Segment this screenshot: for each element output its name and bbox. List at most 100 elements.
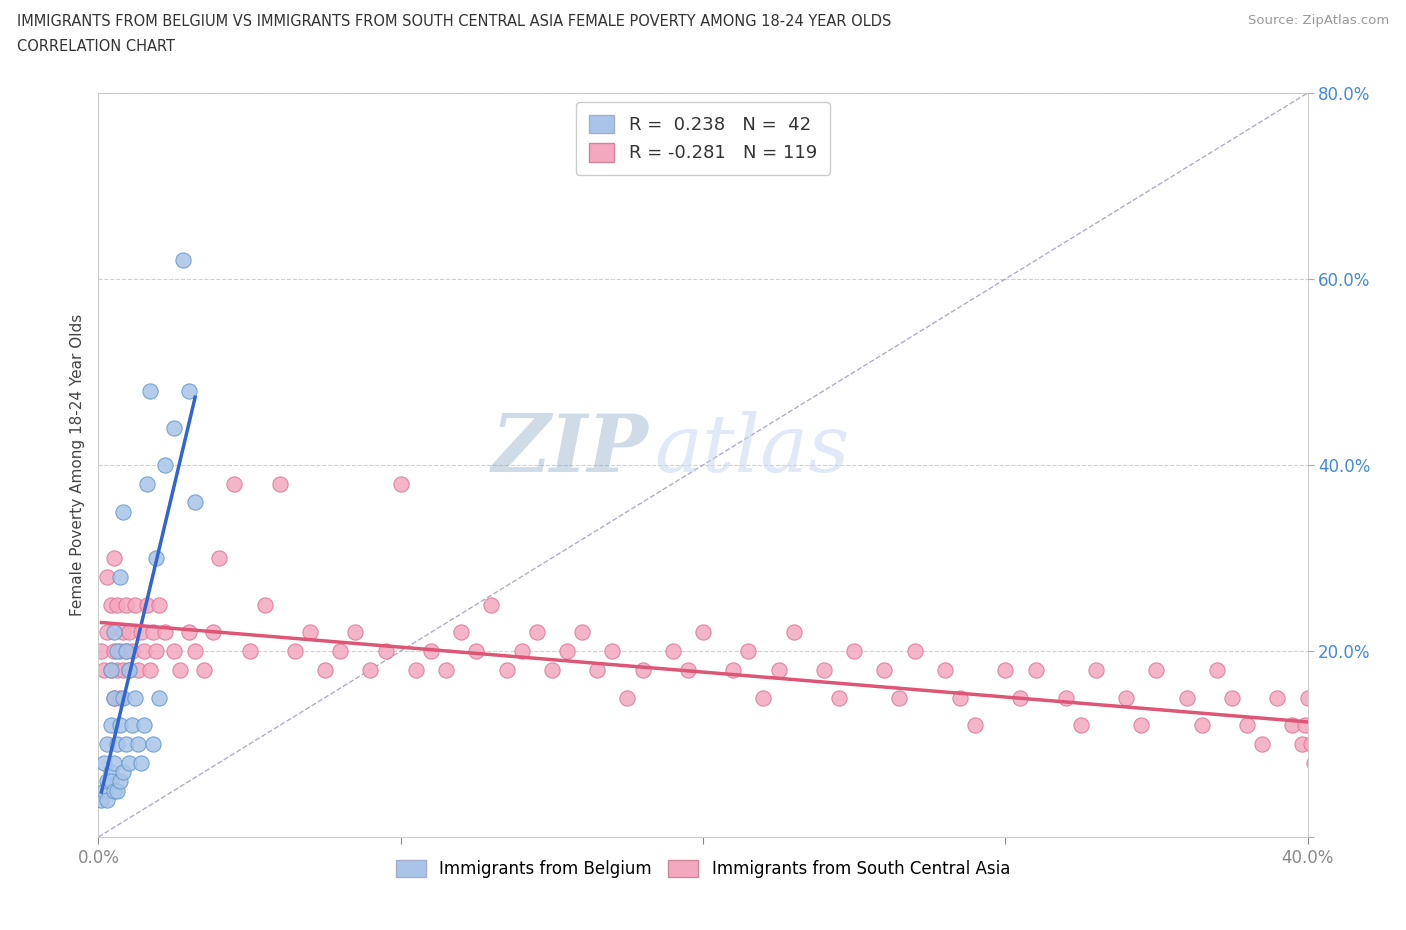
- Point: [105, 737, 128, 751]
- Point: [1341, 690, 1364, 705]
- Point: [389, 476, 412, 491]
- Point: [105, 644, 128, 658]
- Point: [1323, 783, 1346, 798]
- Text: ZIP: ZIP: [492, 411, 648, 489]
- Point: [114, 597, 136, 612]
- Point: [1327, 718, 1350, 733]
- Point: [889, 690, 911, 705]
- Point: [1220, 690, 1243, 705]
- Point: [1294, 718, 1316, 733]
- Point: [96, 737, 118, 751]
- Point: [111, 690, 134, 705]
- Point: [124, 597, 146, 612]
- Point: [904, 644, 927, 658]
- Point: [100, 774, 122, 789]
- Point: [145, 551, 167, 565]
- Point: [510, 644, 533, 658]
- Point: [93, 755, 115, 770]
- Point: [1312, 755, 1334, 770]
- Point: [723, 662, 745, 677]
- Point: [1024, 662, 1046, 677]
- Point: [124, 690, 146, 705]
- Point: [813, 662, 835, 677]
- Point: [111, 504, 134, 519]
- Point: [405, 662, 427, 677]
- Point: [153, 625, 176, 640]
- Y-axis label: Female Poverty Among 18-24 Year Olds: Female Poverty Among 18-24 Year Olds: [70, 314, 86, 617]
- Point: [105, 662, 128, 677]
- Point: [873, 662, 896, 677]
- Point: [1191, 718, 1213, 733]
- Point: [103, 690, 125, 705]
- Point: [96, 792, 118, 807]
- Point: [96, 569, 118, 584]
- Point: [1251, 737, 1274, 751]
- Point: [118, 755, 141, 770]
- Point: [344, 625, 367, 640]
- Point: [239, 644, 262, 658]
- Point: [526, 625, 548, 640]
- Point: [169, 662, 191, 677]
- Point: [111, 625, 134, 640]
- Point: [163, 644, 186, 658]
- Point: [540, 662, 562, 677]
- Point: [129, 625, 152, 640]
- Point: [103, 551, 125, 565]
- Point: [434, 662, 457, 677]
- Point: [90, 644, 112, 658]
- Point: [555, 644, 578, 658]
- Point: [1320, 755, 1343, 770]
- Point: [100, 662, 122, 677]
- Point: [108, 569, 131, 584]
- Point: [114, 644, 136, 658]
- Point: [1054, 690, 1077, 705]
- Point: [100, 764, 122, 779]
- Point: [139, 383, 162, 398]
- Point: [586, 662, 609, 677]
- Point: [100, 718, 122, 733]
- Point: [1302, 755, 1324, 770]
- Point: [103, 625, 125, 640]
- Point: [100, 597, 122, 612]
- Point: [1305, 718, 1327, 733]
- Point: [96, 774, 118, 789]
- Point: [148, 690, 170, 705]
- Text: CORRELATION CHART: CORRELATION CHART: [17, 39, 174, 54]
- Point: [616, 690, 638, 705]
- Point: [495, 662, 517, 677]
- Point: [1115, 690, 1137, 705]
- Point: [1333, 755, 1355, 770]
- Point: [108, 774, 131, 789]
- Point: [1070, 718, 1092, 733]
- Point: [179, 383, 201, 398]
- Point: [965, 718, 987, 733]
- Point: [828, 690, 851, 705]
- Point: [465, 644, 488, 658]
- Point: [329, 644, 352, 658]
- Point: [163, 420, 186, 435]
- Point: [1175, 690, 1198, 705]
- Point: [179, 625, 201, 640]
- Point: [844, 644, 866, 658]
- Point: [103, 690, 125, 705]
- Point: [1291, 737, 1313, 751]
- Point: [571, 625, 593, 640]
- Point: [132, 718, 155, 733]
- Point: [93, 662, 115, 677]
- Point: [602, 644, 624, 658]
- Point: [148, 597, 170, 612]
- Point: [142, 737, 165, 751]
- Point: [676, 662, 699, 677]
- Point: [1317, 737, 1340, 751]
- Point: [135, 597, 157, 612]
- Point: [420, 644, 443, 658]
- Point: [100, 662, 122, 677]
- Point: [1130, 718, 1153, 733]
- Point: [1336, 783, 1358, 798]
- Point: [768, 662, 790, 677]
- Point: [184, 644, 207, 658]
- Point: [1010, 690, 1032, 705]
- Point: [135, 476, 157, 491]
- Point: [299, 625, 322, 640]
- Point: [114, 737, 136, 751]
